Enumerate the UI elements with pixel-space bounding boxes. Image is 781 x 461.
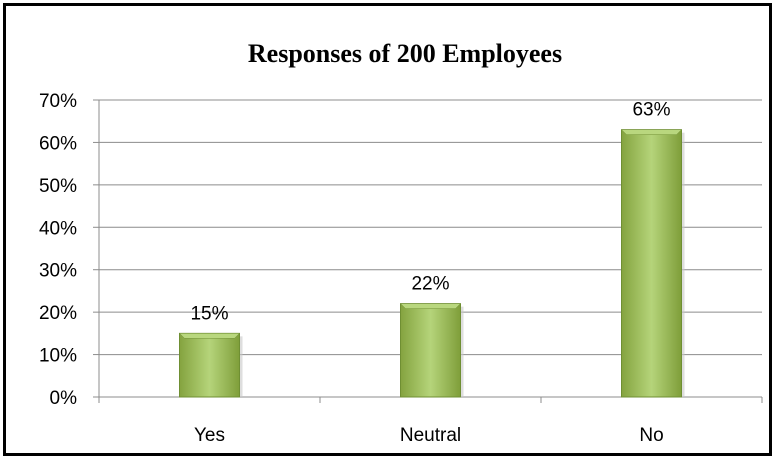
y-tick-label: 30% <box>39 261 77 282</box>
data-labels: 15% Yes 22% Neutral 63% No <box>190 100 670 446</box>
bar-bevel <box>178 333 241 339</box>
bars <box>178 129 685 398</box>
data-label: 22% <box>411 274 449 295</box>
y-tick-label: 60% <box>39 133 77 154</box>
data-label: 63% <box>632 100 670 121</box>
y-tick-label: 40% <box>39 218 77 239</box>
bar-no <box>621 129 682 398</box>
bar-neutral <box>400 303 461 398</box>
chart-title: Responses of 200 Employees <box>248 39 562 68</box>
bar-yes <box>179 332 240 398</box>
category-label: Neutral <box>400 425 461 446</box>
y-tick-label: 10% <box>39 346 77 367</box>
y-tick-label: 20% <box>39 303 77 324</box>
y-tick-label: 50% <box>39 176 77 197</box>
category-label: Yes <box>194 425 225 446</box>
y-tick-label: 0% <box>50 388 78 409</box>
bar-bevel <box>399 303 462 309</box>
data-label: 15% <box>190 303 228 324</box>
y-tick-label: 70% <box>39 91 77 112</box>
bar-bevel <box>620 129 683 135</box>
category-label: No <box>639 425 663 446</box>
axes: 0% 10% 20% 30% 40% 50% 60% 70% <box>39 91 763 409</box>
